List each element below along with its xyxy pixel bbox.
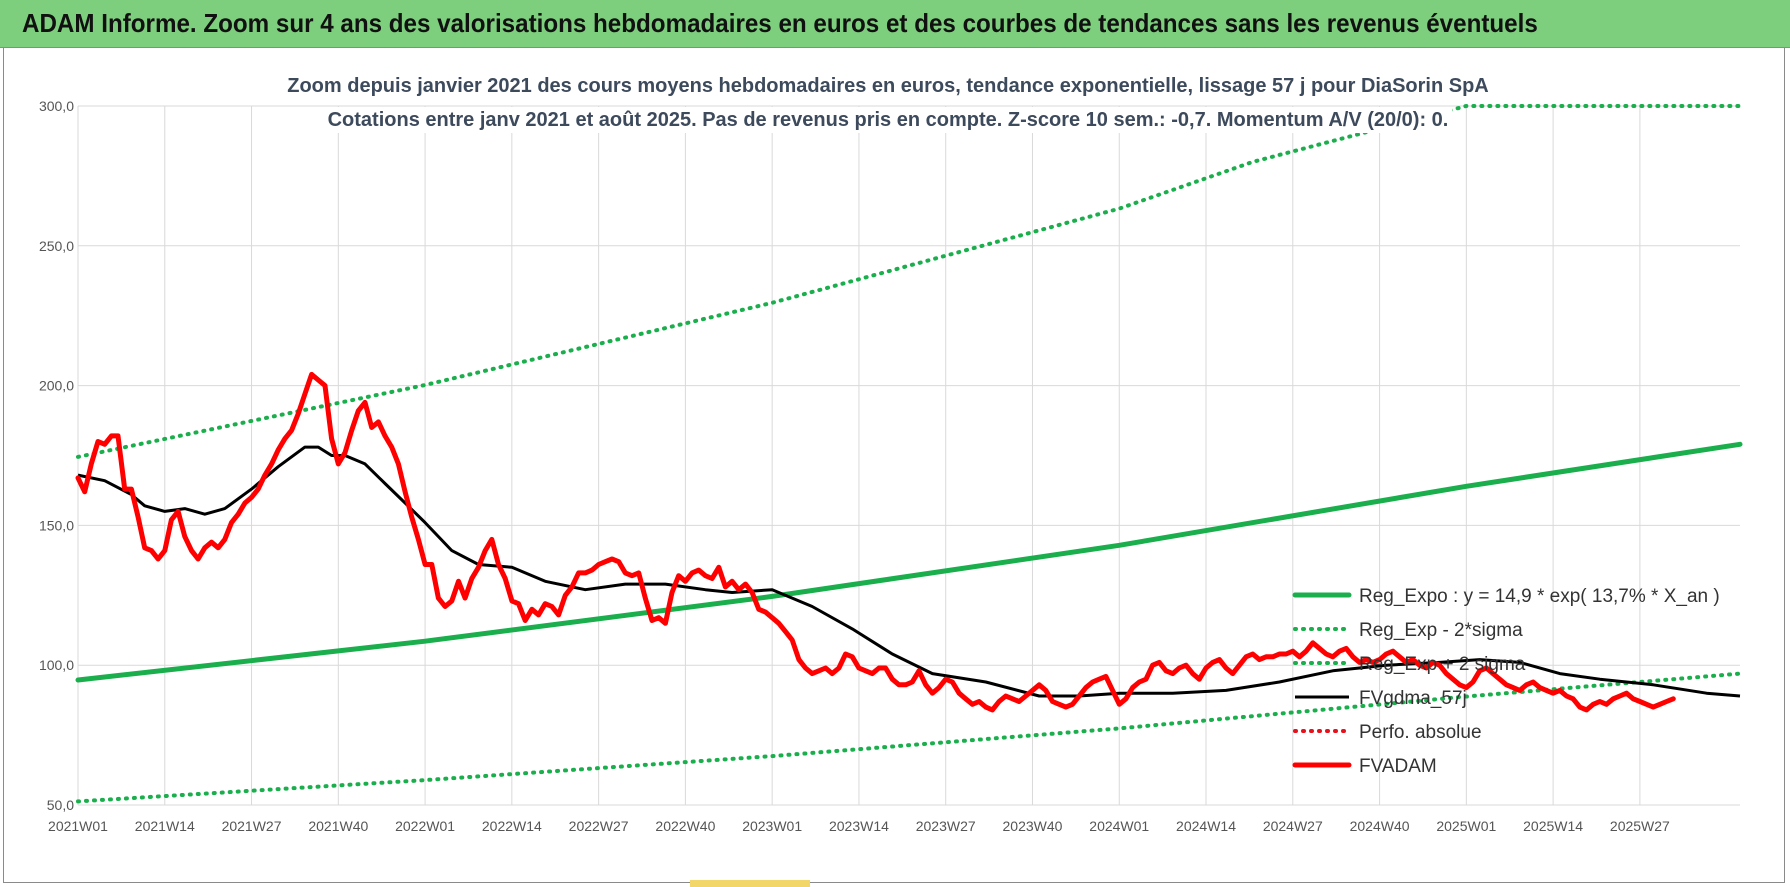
y-tick-label: 300,0 <box>39 98 74 114</box>
x-tick-label: 2021W01 <box>48 818 108 834</box>
x-tick-label: 2023W14 <box>829 818 889 834</box>
x-tick-label: 2021W14 <box>135 818 195 834</box>
y-tick-label: 50,0 <box>47 797 74 813</box>
x-tick-label: 2022W14 <box>482 818 542 834</box>
y-tick-label: 200,0 <box>39 378 74 394</box>
x-tick-label: 2024W01 <box>1089 818 1149 834</box>
x-tick-label: 2025W14 <box>1523 818 1583 834</box>
series-line-3 <box>77 445 1741 698</box>
x-tick-label: 2022W27 <box>569 818 629 834</box>
x-tick-label: 2021W27 <box>222 818 282 834</box>
bottom-accent-bar <box>690 880 810 887</box>
title-backdrop <box>323 107 1453 133</box>
legend-label: FVgdma_57j <box>1359 688 1467 709</box>
title-backdrop <box>283 73 1493 99</box>
x-tick-label: 2024W40 <box>1350 818 1410 834</box>
series-line-2 <box>76 104 1742 459</box>
y-tick-label: 250,0 <box>39 238 74 254</box>
x-tick-label: 2023W27 <box>916 818 976 834</box>
x-tick-label: 2024W14 <box>1176 818 1236 834</box>
series-line-0 <box>75 441 1743 683</box>
report-banner: ADAM Informe. Zoom sur 4 ans des valoris… <box>0 0 1790 48</box>
legend-label: Reg_Exp - 2*sigma <box>1359 620 1523 641</box>
chart-frame <box>3 47 1785 883</box>
x-tick-label: 2023W40 <box>1003 818 1063 834</box>
series-line-1 <box>76 671 1742 804</box>
report-banner-title: ADAM Informe. Zoom sur 4 ans des valoris… <box>22 8 1538 38</box>
x-tick-label: 2023W01 <box>742 818 802 834</box>
y-tick-label: 100,0 <box>39 657 74 673</box>
x-tick-label: 2025W01 <box>1436 818 1496 834</box>
legend-label: Perfo. absolue <box>1359 722 1482 743</box>
chart-subtitle: Cotations entre janv 2021 et août 2025. … <box>328 109 1449 131</box>
legend-label: FVADAM <box>1359 756 1437 777</box>
x-tick-label: 2025W27 <box>1610 818 1670 834</box>
legend-label: Reg_Expo : y = 14,9 * exp( 13,7% * X_an … <box>1359 586 1720 607</box>
legend-label: Reg_Exp + 2 sigma <box>1359 654 1526 675</box>
series-line-5 <box>75 371 1676 713</box>
x-tick-label: 2022W01 <box>395 818 455 834</box>
y-tick-label: 150,0 <box>39 517 74 533</box>
x-tick-label: 2024W27 <box>1263 818 1323 834</box>
chart-title: Zoom depuis janvier 2021 des cours moyen… <box>287 75 1488 97</box>
x-tick-label: 2021W40 <box>308 818 368 834</box>
x-tick-label: 2022W40 <box>655 818 715 834</box>
